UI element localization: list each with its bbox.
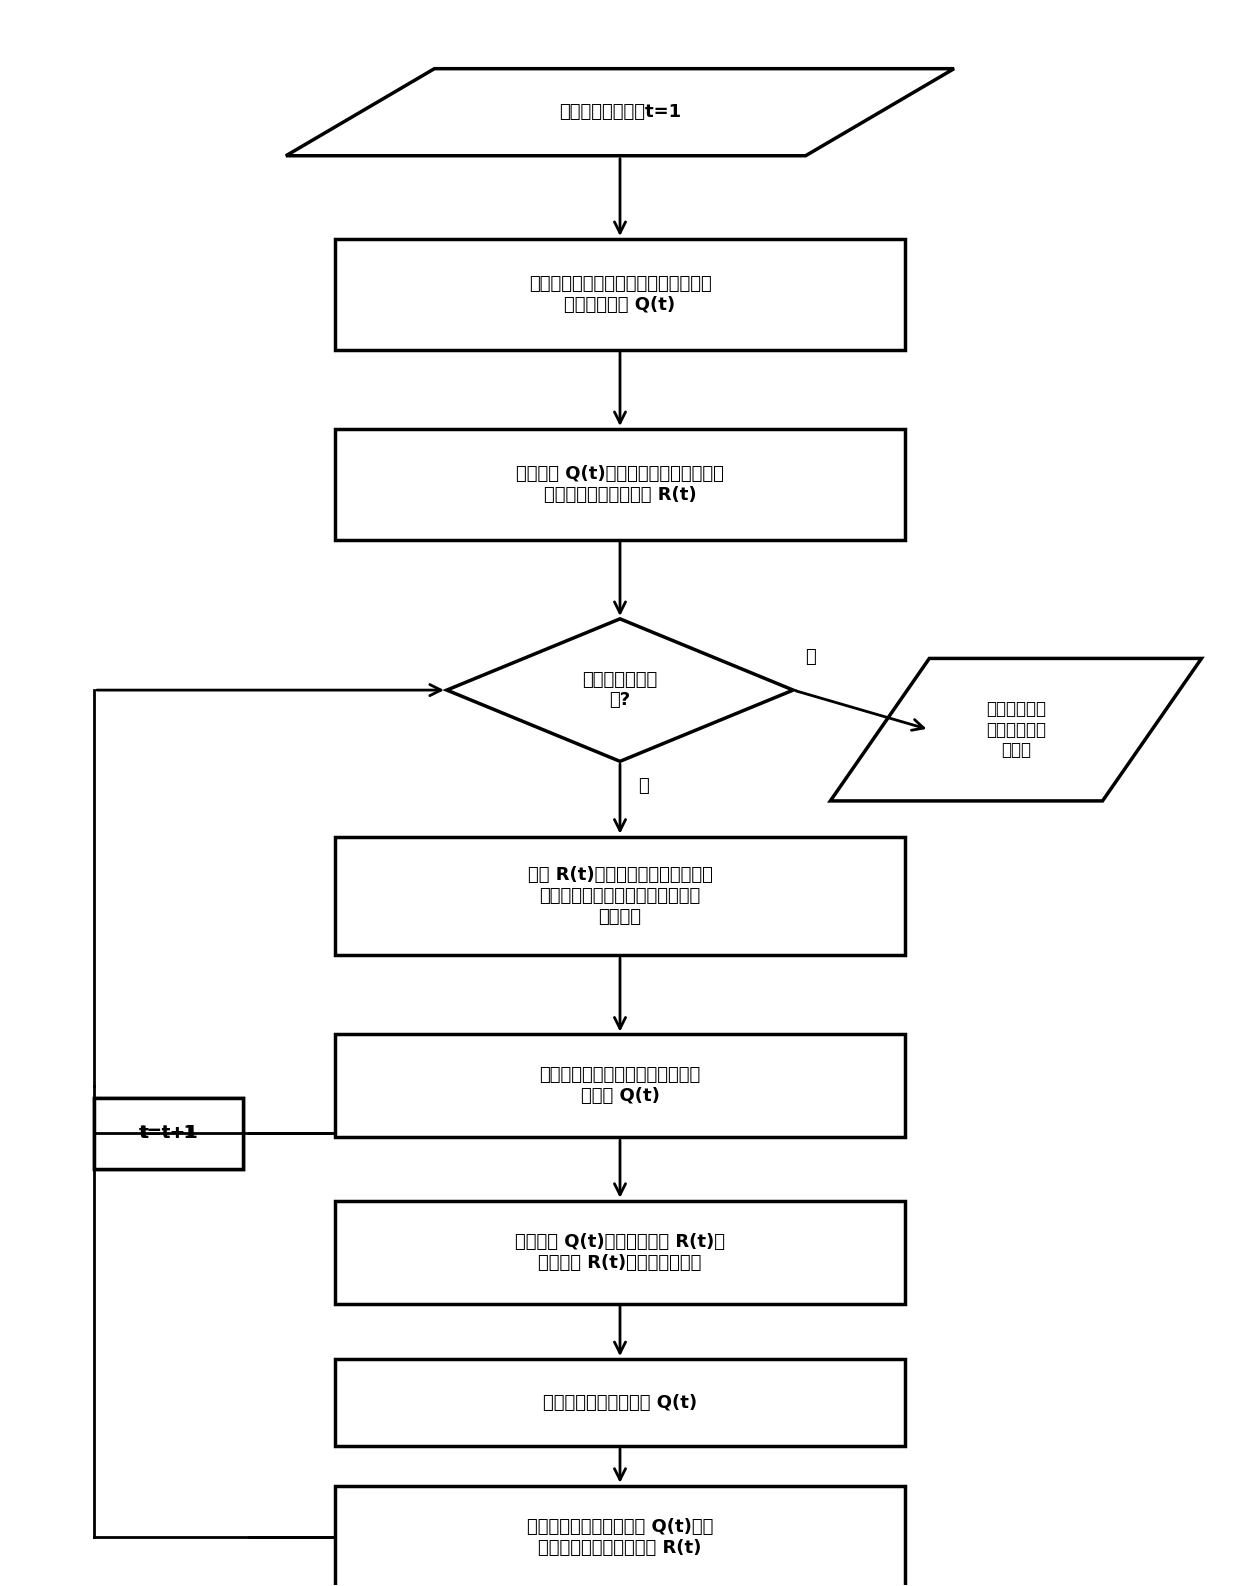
Text: t=t+1: t=t+1 xyxy=(139,1124,198,1142)
Text: 是: 是 xyxy=(806,649,816,666)
FancyBboxPatch shape xyxy=(336,1201,904,1304)
Text: 输出最优的多
层膜各膜层沉
积时间: 输出最优的多 层膜各膜层沉 积时间 xyxy=(986,699,1045,760)
FancyBboxPatch shape xyxy=(336,239,904,349)
FancyBboxPatch shape xyxy=(336,1486,904,1586)
Text: 输入初始参数值，t=1: 输入初始参数值，t=1 xyxy=(559,103,681,121)
Text: 根据种群 Q(t)中个体的概率幅构造相应
的量子叠加态的观察态 R(t): 根据种群 Q(t)中个体的概率幅构造相应 的量子叠加态的观察态 R(t) xyxy=(516,465,724,504)
Polygon shape xyxy=(446,619,794,761)
FancyBboxPatch shape xyxy=(94,1098,243,1169)
Text: 更新量子旋转门，并通过量子旋转
门更新 Q(t): 更新量子旋转门，并通过量子旋转 门更新 Q(t) xyxy=(539,1066,701,1105)
FancyBboxPatch shape xyxy=(336,1034,904,1137)
Polygon shape xyxy=(831,658,1202,801)
FancyBboxPatch shape xyxy=(336,428,904,539)
Text: 精英保留策略，更新种群 Q(t)，并
进行观察操作生成观察态 R(t): 精英保留策略，更新种群 Q(t)，并 进行观察操作生成观察态 R(t) xyxy=(527,1518,713,1556)
FancyBboxPatch shape xyxy=(336,836,904,955)
Text: 对多层膜膜层沉积时间进行量子编码，
生成初始种群 Q(t): 对多层膜膜层沉积时间进行量子编码， 生成初始种群 Q(t) xyxy=(528,274,712,314)
Text: 观测种群 Q(t)，生成观察态 R(t)，
评估种群 R(t)，保留最优个体: 观测种群 Q(t)，生成观察态 R(t)， 评估种群 R(t)，保留最优个体 xyxy=(515,1232,725,1272)
Text: 是否满足终止条
件?: 是否满足终止条 件? xyxy=(583,671,657,709)
Text: 通过量子非门更新种群 Q(t): 通过量子非门更新种群 Q(t) xyxy=(543,1394,697,1412)
Text: t=t+1: t=t+1 xyxy=(141,1124,196,1142)
FancyBboxPatch shape xyxy=(94,1098,243,1169)
Text: 计算 R(t)中离散化膜层的沉积时间
个体的适应度，保存最优沉积时间
量子个体: 计算 R(t)中离散化膜层的沉积时间 个体的适应度，保存最优沉积时间 量子个体 xyxy=(527,866,713,926)
Polygon shape xyxy=(286,68,954,155)
FancyBboxPatch shape xyxy=(336,1359,904,1446)
Text: 否: 否 xyxy=(639,777,650,795)
